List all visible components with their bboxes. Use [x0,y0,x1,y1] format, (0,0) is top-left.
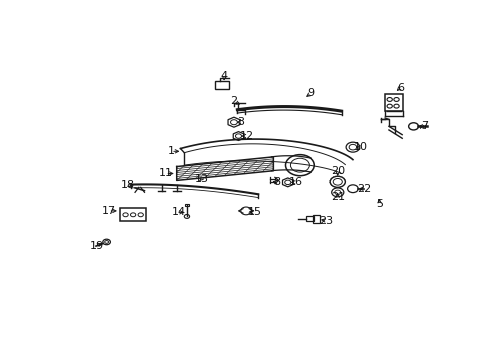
Text: 5: 5 [375,199,382,209]
Text: 4: 4 [220,72,227,81]
Text: 15: 15 [247,207,261,217]
Text: 11: 11 [158,168,172,179]
Text: 21: 21 [330,192,344,202]
Text: 22: 22 [356,184,371,194]
Text: 8: 8 [273,177,280,187]
Text: 9: 9 [307,88,314,98]
Bar [312,215,319,222]
Text: 18: 18 [120,180,134,190]
Text: 1: 1 [167,146,174,156]
Bar [120,208,146,221]
Text: 7: 7 [421,121,427,131]
Text: 17: 17 [101,206,115,216]
Text: 20: 20 [330,166,344,176]
Text: 13: 13 [194,174,208,184]
Text: 6: 6 [396,82,403,93]
Text: 19: 19 [90,240,104,251]
Text: 14: 14 [171,207,185,217]
Text: 23: 23 [319,216,333,226]
Text: 16: 16 [288,177,303,187]
Text: 10: 10 [353,142,367,152]
Text: 3: 3 [237,117,244,127]
Bar [385,94,403,111]
Bar [305,216,313,221]
Text: 2: 2 [229,96,237,107]
Text: 12: 12 [239,131,253,141]
